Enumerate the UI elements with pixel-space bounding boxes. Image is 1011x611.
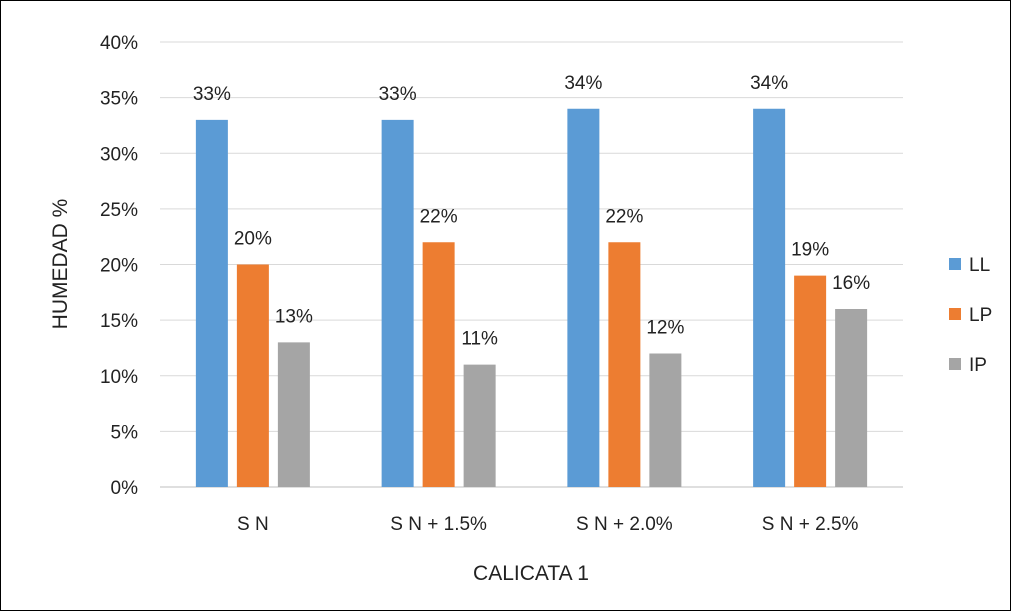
bar-lp: [608, 242, 641, 487]
y-tick-label: 30%: [100, 144, 138, 165]
y-tick-label: 0%: [111, 478, 139, 499]
y-tick-label: 40%: [100, 33, 138, 54]
data-label: 20%: [234, 229, 272, 250]
data-label: 22%: [420, 206, 458, 227]
data-label: 19%: [791, 240, 829, 261]
legend-label: LP: [969, 305, 992, 326]
legend-swatch-ll: [949, 258, 961, 270]
data-label: 12%: [646, 318, 684, 339]
gridlines: [160, 41, 903, 488]
legend-swatch-lp: [949, 308, 961, 320]
y-tick-label: 15%: [100, 311, 138, 332]
data-labels: 33% 20% 13% 33% 22% 11% 34% 22% 12% 34% 19%16%: [193, 73, 870, 350]
x-tick-label: S N + 2.5%: [762, 514, 859, 535]
bars: [195, 108, 868, 487]
legend-label: LL: [969, 255, 990, 276]
y-tick-label: 25%: [100, 200, 138, 221]
y-tick-label: 35%: [100, 89, 138, 110]
x-axis-title: CALICATA 1: [473, 562, 589, 585]
bar-ll: [753, 108, 786, 487]
data-label: 22%: [605, 206, 643, 227]
bar-ip: [835, 309, 868, 487]
legend: LL LP IP: [949, 255, 992, 376]
bar-lp: [236, 264, 269, 487]
bar-ip: [277, 342, 310, 487]
bar-ll: [381, 119, 414, 487]
bar-ll: [567, 108, 600, 487]
bar-lp: [794, 275, 827, 487]
y-tick-label: 5%: [111, 422, 139, 443]
data-label: 34%: [750, 73, 788, 94]
legend-label: IP: [969, 355, 987, 376]
x-tick-label: S N + 1.5%: [390, 514, 487, 535]
y-tick-label: 20%: [100, 256, 138, 277]
bar-ip: [463, 364, 496, 487]
y-axis-ticks: 0% 5% 10% 15% 20% 25% 30% 35% 40%: [100, 33, 138, 499]
data-label: 11%: [461, 329, 498, 350]
data-label: 16%: [832, 273, 870, 294]
x-tick-label: S N: [237, 514, 269, 535]
x-axis-ticks: S N S N + 1.5% S N + 2.0% S N + 2.5%: [237, 514, 859, 535]
data-label: 13%: [275, 306, 313, 327]
bar-ip: [649, 353, 682, 487]
y-tick-label: 10%: [100, 367, 138, 388]
y-axis-title: HUMEDAD %: [49, 199, 72, 330]
data-label: 33%: [193, 84, 231, 105]
legend-swatch-ip: [949, 358, 961, 370]
bar-lp: [422, 242, 455, 487]
bar-ll: [195, 119, 228, 487]
x-tick-label: S N + 2.0%: [576, 514, 673, 535]
data-label: 33%: [379, 84, 417, 105]
data-label: 34%: [564, 73, 602, 94]
